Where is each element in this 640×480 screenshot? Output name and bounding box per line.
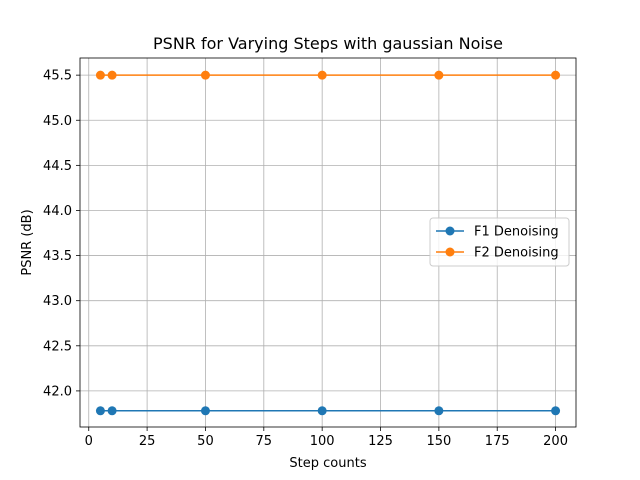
- x-tick-label: 100: [310, 434, 335, 449]
- data-point: [95, 70, 105, 80]
- x-tick-label: 150: [426, 434, 451, 449]
- x-tick-label: 0: [85, 434, 93, 449]
- data-point: [95, 406, 105, 416]
- x-tick-label: 175: [485, 434, 510, 449]
- y-tick-label: 45.0: [43, 114, 72, 129]
- y-tick-label: 43.5: [43, 249, 72, 264]
- x-tick-label: 50: [197, 434, 214, 449]
- chart-title: PSNR for Varying Steps with gaussian Noi…: [153, 34, 503, 53]
- data-point: [317, 406, 327, 416]
- series-layer: [95, 70, 561, 416]
- data-point: [551, 406, 561, 416]
- data-point: [107, 70, 117, 80]
- y-tick-label: 45.5: [43, 69, 72, 84]
- data-point: [434, 406, 444, 416]
- data-point: [200, 406, 210, 416]
- legend-marker: [445, 247, 455, 257]
- legend-item: F1 Denoising: [436, 225, 559, 240]
- ticks: 0 25 50 75 100 125 150 175 200 42.0 42.5 43.0 43.5 44…: [43, 69, 568, 449]
- y-tick-label: 43.0: [43, 294, 72, 309]
- legend-label: F1 Denoising: [474, 225, 559, 240]
- x-tick-label: 75: [256, 434, 273, 449]
- y-tick-label: 42.5: [43, 339, 72, 354]
- data-point: [107, 406, 117, 416]
- x-tick-label: 200: [543, 434, 568, 449]
- y-tick-label: 42.0: [43, 384, 72, 399]
- legend: F1 Denoising F2 Denoising: [429, 217, 570, 267]
- legend-item: F2 Denoising: [436, 246, 559, 261]
- x-tick-label: 125: [368, 434, 393, 449]
- data-point: [317, 70, 327, 80]
- data-point: [200, 70, 210, 80]
- data-point: [551, 70, 561, 80]
- legend-box: [429, 217, 570, 267]
- x-axis-title: Step counts: [289, 456, 366, 471]
- legend-label: F2 Denoising: [474, 246, 559, 261]
- y-axis-title: PSNR (dB): [20, 209, 35, 275]
- series-f2-denoising: [95, 70, 561, 80]
- grid: [80, 58, 576, 427]
- y-tick-label: 44.5: [43, 159, 72, 174]
- data-point: [434, 70, 444, 80]
- plot-frame: [79, 57, 577, 428]
- legend-marker: [445, 226, 455, 236]
- x-tick-label: 25: [139, 434, 156, 449]
- series-f1-denoising: [95, 406, 561, 416]
- y-tick-label: 44.0: [43, 204, 72, 219]
